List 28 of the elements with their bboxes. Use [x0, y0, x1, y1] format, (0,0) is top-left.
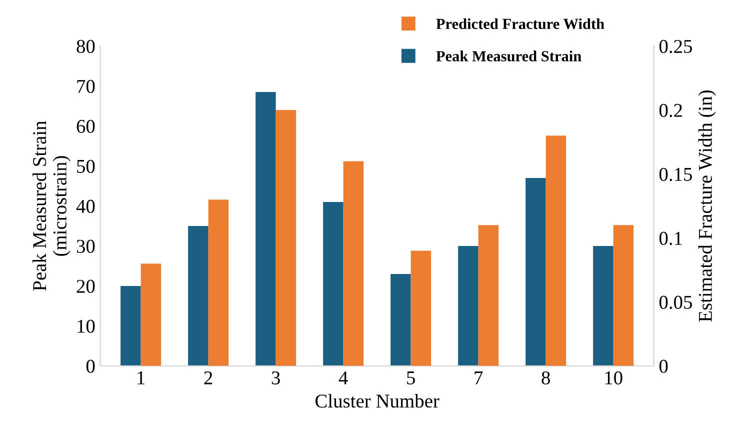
y2-tick-label: 0 [659, 360, 668, 373]
x-tick-label: 7 [474, 372, 483, 384]
y2-axis-title: Estimated Fracture Width (in) [698, 90, 716, 322]
y-axis-title: Peak Measured Strain (microstrain) [32, 120, 70, 291]
y-tick-label: 20 [76, 280, 95, 293]
y-tick-label: 10 [78, 320, 95, 333]
x-tick-label: 2 [204, 371, 212, 384]
legend-label: Predicted Fracture Width [436, 18, 604, 30]
x-tick-label: 4 [338, 371, 348, 384]
x-axis-title: Cluster Number [315, 394, 440, 408]
y-tick-label: 30 [76, 240, 95, 253]
y2-tick-label: 0.05 [659, 296, 692, 309]
x-tick-label: 8 [542, 371, 550, 384]
legend-label: Peak Measured Strain [436, 50, 582, 62]
y-tick-label: 40 [76, 200, 95, 213]
y-tick-label: 80 [76, 40, 95, 54]
y2-tick-label: 0.25 [659, 40, 692, 54]
y2-tick-label: 0.1 [659, 232, 682, 245]
y2-tick-label: 0.2 [659, 104, 682, 118]
x-tick-label: 1 [138, 371, 144, 384]
x-tick-label: 10 [605, 371, 622, 384]
y2-tick-label: 0.15 [659, 168, 692, 182]
y-tick-label: 60 [76, 120, 95, 133]
x-tick-label: 5 [407, 372, 415, 384]
y-tick-label: 0 [86, 360, 95, 373]
y-tick-label: 70 [77, 80, 95, 93]
x-tick-label: 3 [272, 371, 280, 384]
y-tick-label: 50 [77, 160, 95, 173]
